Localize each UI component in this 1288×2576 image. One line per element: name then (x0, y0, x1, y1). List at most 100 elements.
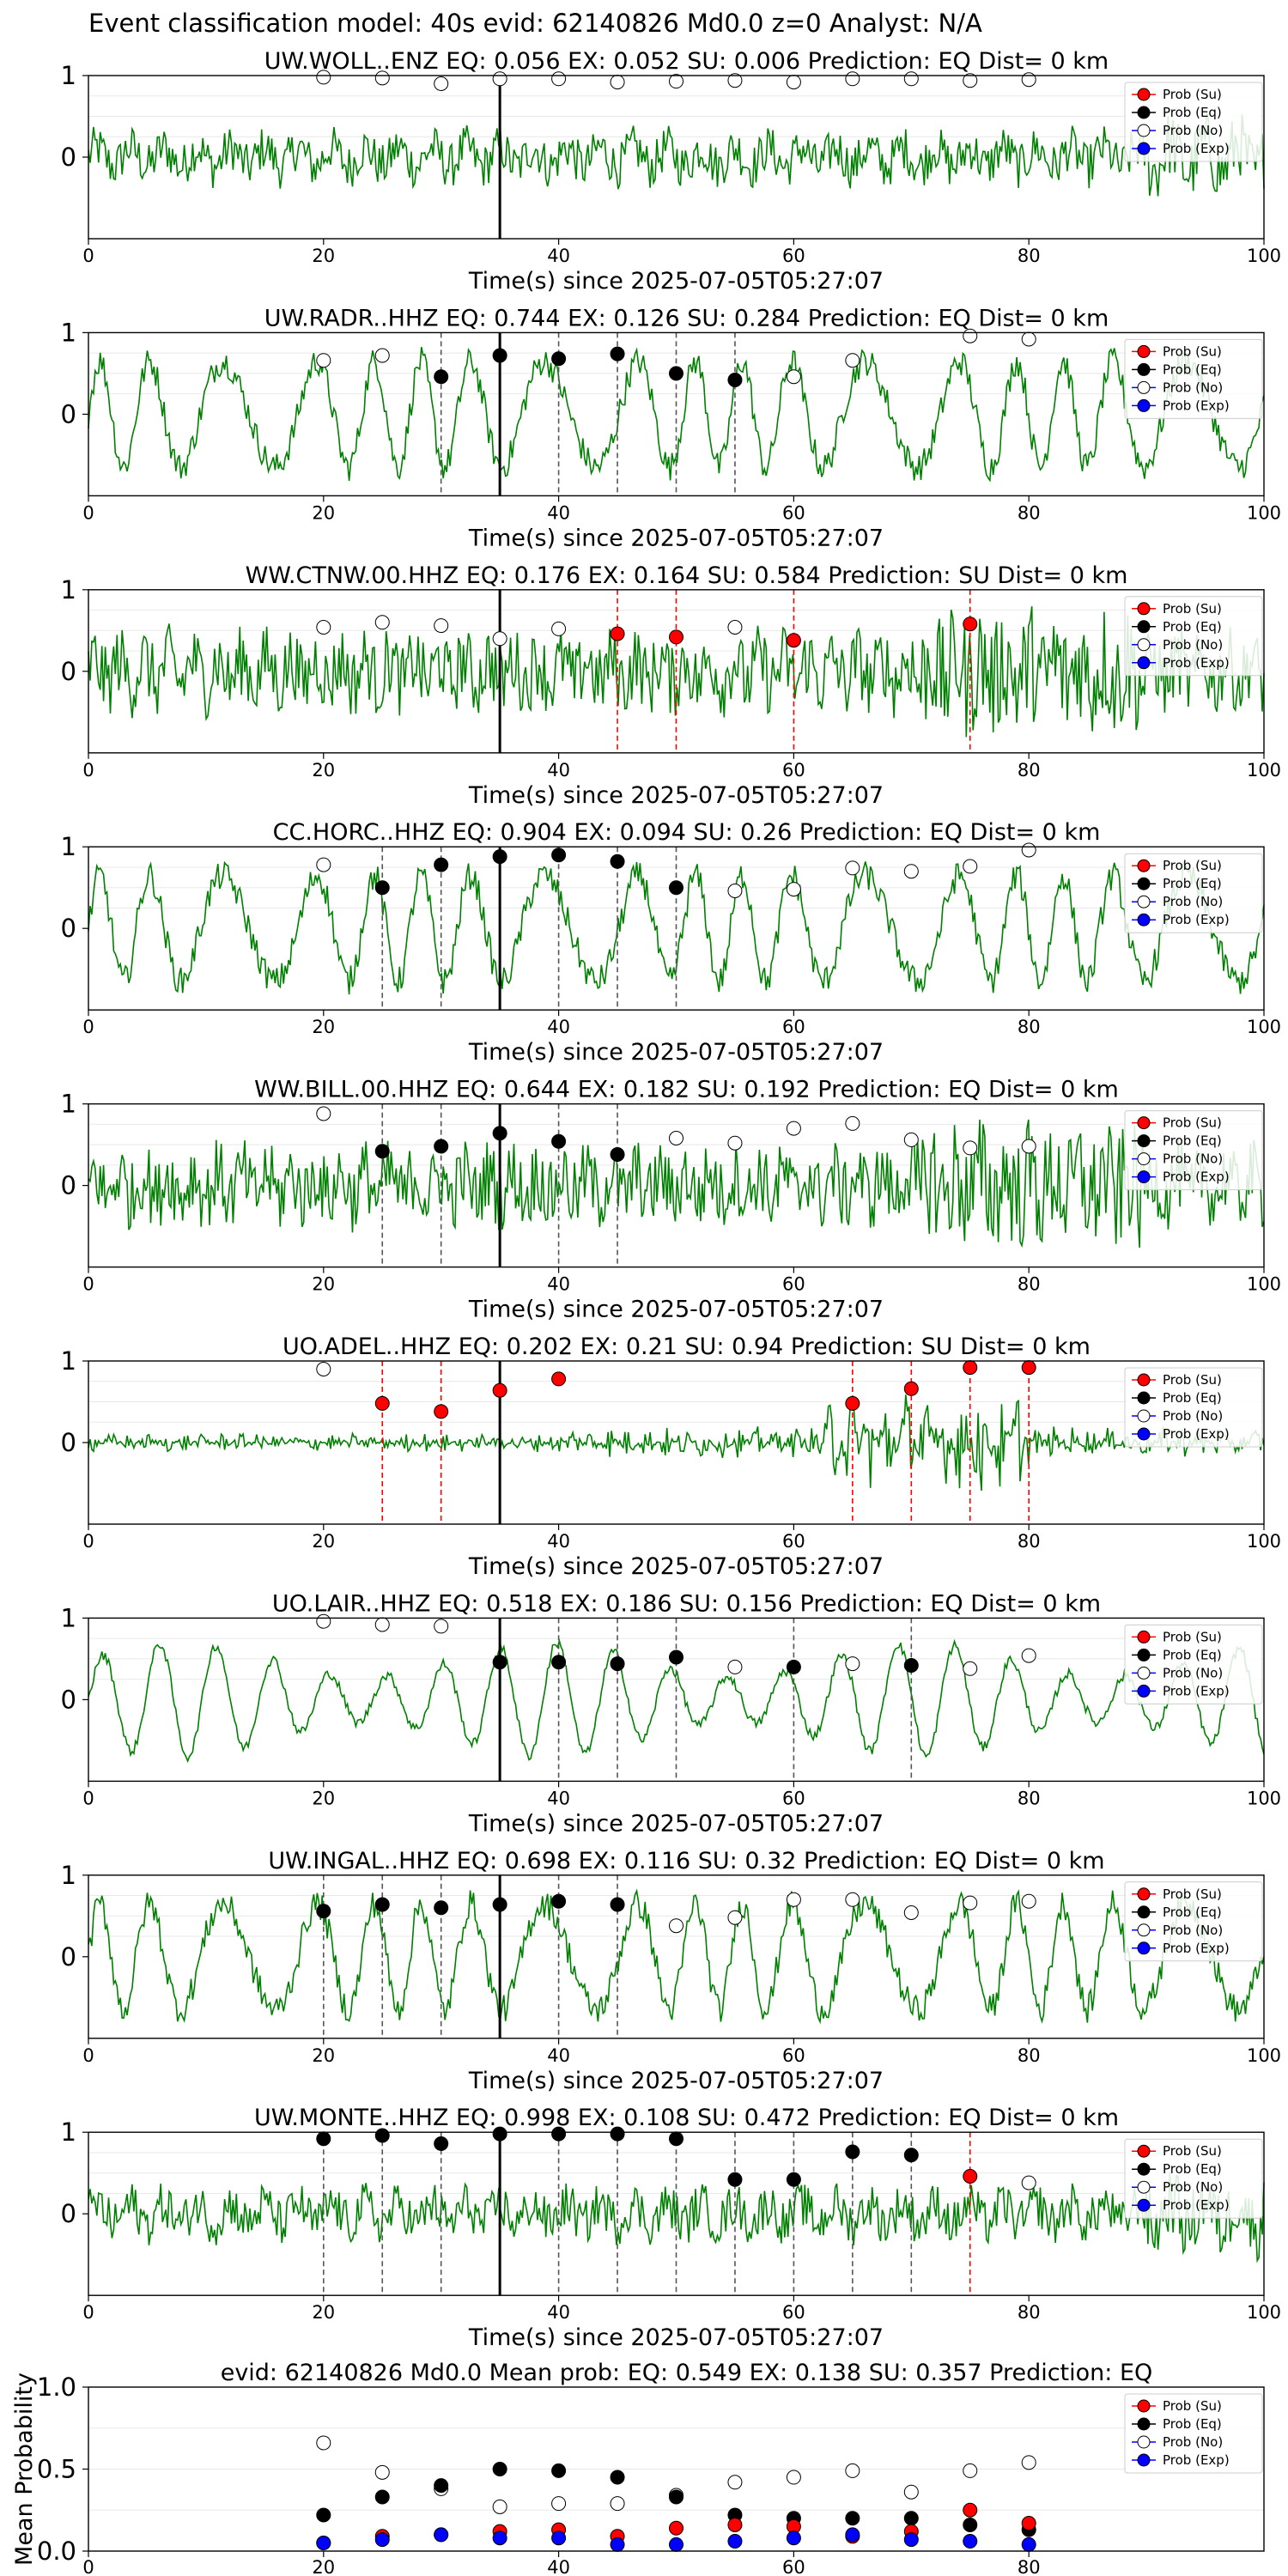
x-tick-label: 80 (1018, 1788, 1041, 1808)
legend-marker-su (1137, 344, 1151, 358)
panel-4: WW.BILL.00.HHZ EQ: 0.644 EX: 0.182 SU: 0… (61, 1077, 1282, 1323)
x-tick-label: 40 (547, 1017, 570, 1037)
x-tick-label: 20 (312, 246, 335, 266)
y-tick-label: 0 (61, 143, 76, 172)
prob-point-eq (374, 1897, 390, 1912)
mean-prob-point-eq (551, 2463, 567, 2478)
mean-prob-point-eq (374, 2489, 390, 2505)
prob-point-no (845, 71, 860, 87)
panel-3: CC.HORC..HHZ EQ: 0.904 EX: 0.094 SU: 0.2… (61, 819, 1282, 1066)
prob-point-eq (727, 2172, 743, 2187)
prob-point-no (374, 70, 390, 86)
legend-label-su: Prob (Su) (1163, 1886, 1222, 1902)
x-tick-label: 100 (1247, 2302, 1281, 2323)
prob-point-su (845, 1395, 860, 1411)
prob-point-no (316, 1106, 331, 1121)
y-tick-label: 1 (61, 832, 76, 861)
panel-title: UW.INGAL..HHZ EQ: 0.698 EX: 0.116 SU: 0.… (268, 1848, 1104, 1874)
x-tick-label: 80 (1018, 246, 1041, 266)
mean-prob-point-eq (434, 2478, 449, 2494)
legend-label-eq: Prob (Eq) (1163, 1647, 1222, 1662)
legend-label-exp: Prob (Exp) (1163, 1941, 1230, 1956)
prob-point-eq (492, 2126, 507, 2142)
prob-point-su (551, 1371, 567, 1387)
prob-point-no (963, 73, 978, 88)
prob-point-eq (610, 1147, 625, 1162)
legend-marker-no (1137, 638, 1151, 652)
prob-point-eq (610, 1656, 625, 1672)
prob-point-su (903, 1381, 919, 1396)
prob-point-eq (492, 1126, 507, 1141)
prob-point-no (434, 618, 449, 634)
x-tick-label: 40 (547, 2302, 570, 2323)
x-tick-label: 60 (782, 1531, 805, 1552)
x-tick-label: 100 (1247, 1017, 1281, 1037)
legend-label-no: Prob (No) (1163, 1151, 1223, 1167)
prob-point-no (610, 75, 625, 90)
x-tick-label: 60 (782, 2557, 805, 2576)
prob-point-no (316, 1362, 331, 1376)
mean-prob-point-no (903, 2484, 919, 2500)
mean-prob-point-no (551, 2496, 567, 2512)
legend-marker-su (1137, 1116, 1151, 1130)
panel-2: WW.CTNW.00.HHZ EQ: 0.176 EX: 0.164 SU: 0… (61, 562, 1282, 809)
mean-prob-point-exp (669, 2537, 683, 2552)
legend-marker-no (1137, 1666, 1151, 1680)
mean-prob-point-no (492, 2499, 507, 2514)
panel-title: CC.HORC..HHZ EQ: 0.904 EX: 0.094 SU: 0.2… (273, 819, 1101, 846)
legend-frame (1124, 596, 1263, 677)
y-tick-label: 0 (61, 657, 76, 686)
x-tick-label: 20 (312, 1788, 335, 1808)
legend-label-eq: Prob (Eq) (1163, 876, 1222, 891)
legend-marker-eq (1137, 1648, 1151, 1662)
x-tick-label: 60 (782, 2045, 805, 2066)
prob-point-no (374, 1617, 390, 1632)
y-tick-label: 0 (61, 1942, 76, 1971)
legend-marker-su (1137, 1887, 1151, 1901)
prob-point-no (492, 71, 507, 87)
x-tick-label: 20 (312, 1274, 335, 1295)
mean-prob-point-exp (1021, 2537, 1036, 2552)
legend-marker-no (1137, 1152, 1151, 1166)
prob-point-no (1021, 72, 1036, 88)
prob-point-no (316, 70, 331, 85)
mean-prob-point-no (316, 2435, 331, 2451)
legend-marker-exp (1137, 1684, 1151, 1698)
waveform-trace (88, 1119, 1265, 1249)
x-tick-label: 60 (782, 2302, 805, 2323)
x-tick-label: 40 (547, 1274, 570, 1295)
axes-frame (88, 331, 1265, 497)
prob-point-no (374, 348, 390, 363)
mean-prob-point-exp (551, 2530, 567, 2546)
waveform-trace (88, 112, 1265, 197)
legend-marker-eq (1137, 877, 1151, 890)
prob-point-no (669, 74, 683, 89)
prob-point-no (727, 884, 743, 898)
legend-label-su: Prob (Su) (1163, 1115, 1222, 1131)
x-tick-label: 20 (312, 502, 335, 523)
legend-marker-su (1137, 88, 1151, 101)
prob-point-no (903, 1132, 919, 1147)
legend-label-su: Prob (Su) (1163, 2398, 1222, 2414)
mean-prob-point-eq (963, 2517, 978, 2532)
legend-marker-su (1137, 602, 1151, 616)
legend-label-su: Prob (Su) (1163, 2143, 1222, 2159)
legend-marker-eq (1137, 1391, 1151, 1405)
mean-prob-point-exp (903, 2532, 919, 2548)
panel-title: WW.BILL.00.HHZ EQ: 0.644 EX: 0.182 SU: 0… (254, 1077, 1119, 1103)
prob-point-eq (374, 880, 390, 896)
x-tick-label: 100 (1247, 1274, 1281, 1295)
mean-prob-point-no (963, 2463, 978, 2478)
x-tick-label: 60 (782, 1274, 805, 1295)
y-tick-label: 0 (61, 1685, 76, 1714)
prob-point-eq (492, 1897, 507, 1912)
axes-frame (88, 2131, 1265, 2296)
mean-prob-point-exp (434, 2527, 449, 2543)
legend-marker-exp (1137, 913, 1151, 927)
prob-point-eq (434, 857, 449, 872)
prob-point-no (434, 1619, 449, 1634)
legend-label-su: Prob (Su) (1163, 858, 1222, 873)
prob-point-no (1021, 331, 1036, 347)
prob-point-no (727, 1910, 743, 1925)
legend-marker-su (1137, 2144, 1151, 2158)
